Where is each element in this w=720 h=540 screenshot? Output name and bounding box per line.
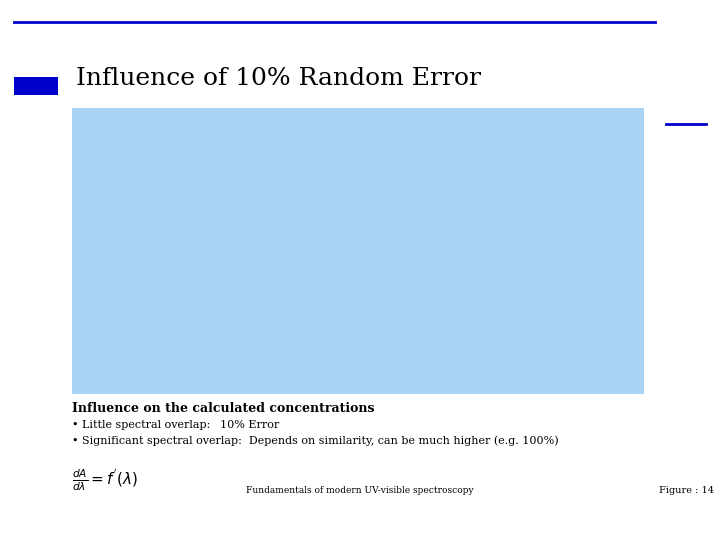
Text: 10% Error: 10% Error bbox=[220, 420, 279, 430]
Text: $\frac{dA}{d\lambda} = f^{'}(\lambda)$: $\frac{dA}{d\lambda} = f^{'}(\lambda)$ bbox=[72, 467, 138, 492]
Text: Influence on the calculated concentrations: Influence on the calculated concentratio… bbox=[72, 402, 374, 415]
Text: • Little spectral overlap:: • Little spectral overlap: bbox=[72, 420, 210, 430]
Text: Figure : 14: Figure : 14 bbox=[659, 486, 714, 495]
Text: • Significant spectral overlap:  Depends on similarity, can be much higher (e.g.: • Significant spectral overlap: Depends … bbox=[72, 436, 559, 447]
Text: Fundamentals of modern UV-visible spectroscopy: Fundamentals of modern UV-visible spectr… bbox=[246, 486, 474, 495]
Bar bbox=[72, 108, 644, 394]
Text: Influence of 10% Random Error: Influence of 10% Random Error bbox=[76, 67, 481, 90]
Bar bbox=[14, 77, 58, 94]
